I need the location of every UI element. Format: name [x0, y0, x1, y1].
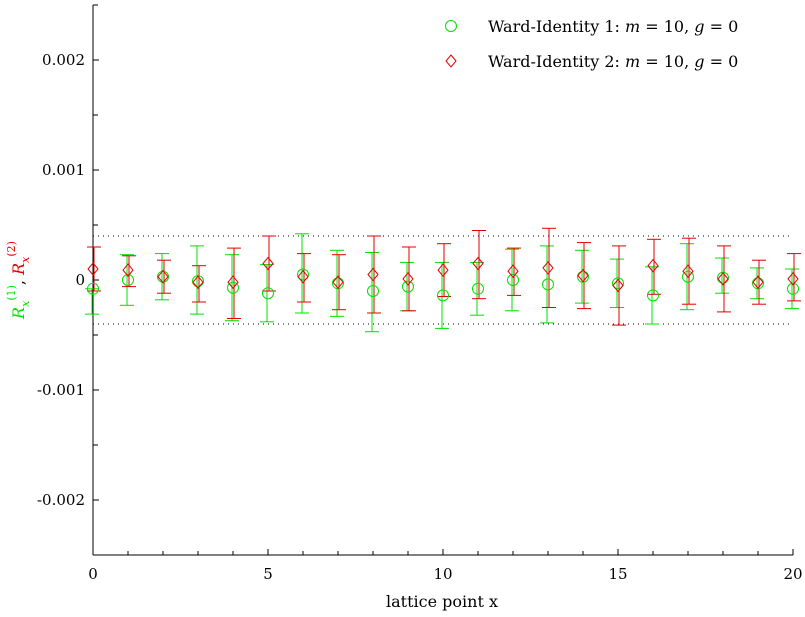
data-point-diamond: [122, 263, 134, 277]
data-point-diamond: [437, 263, 449, 277]
y-tick-label: 0.001: [42, 161, 85, 179]
y-tick-label: 0.002: [42, 51, 85, 69]
data-point-circle: [542, 278, 554, 291]
legend-marker-ward-identity-1: [445, 20, 457, 32]
x-axis-label: lattice point x: [386, 592, 498, 611]
legend-label-ward-identity-1: Ward-Identity 1: m = 10, g = 0: [488, 17, 738, 36]
legend: Ward-Identity 1: m = 10, g = 0 Ward-Iden…: [445, 17, 738, 71]
x-tick-label: 20: [783, 565, 802, 583]
data-point-circle: [297, 268, 309, 281]
legend-marker-ward-identity-2: [445, 54, 457, 68]
x-tick-label: 5: [263, 565, 273, 583]
data-point-diamond: [752, 275, 764, 289]
data-point-diamond: [87, 262, 99, 276]
data-point-diamond: [192, 275, 204, 289]
y-tick-label: -0.001: [37, 381, 85, 399]
data-point-diamond: [367, 267, 379, 282]
data-point-diamond: [332, 275, 344, 289]
data-point-circle: [367, 285, 379, 297]
data-point-diamond: [682, 264, 694, 278]
y-axis-label: Rx(1), Rx(2): [5, 241, 32, 320]
data-point-circle: [87, 282, 99, 295]
plot-area: -0.002 -0.001 0 0.001 0.002 0 5 10 15 20: [37, 4, 803, 583]
data-point-circle: [647, 289, 659, 302]
data-point-diamond: [647, 258, 659, 273]
data-point-diamond: [577, 268, 589, 283]
x-tick-label: 10: [433, 565, 452, 583]
data-point-diamond: [472, 256, 484, 271]
data-point-circle: [122, 274, 134, 286]
x-tick-label: 15: [608, 565, 627, 583]
data-point-diamond: [227, 275, 239, 289]
data-point-circle: [227, 281, 239, 294]
x-tick-label: 0: [88, 565, 98, 583]
data-point-diamond: [542, 261, 554, 275]
data-point-circle: [437, 289, 449, 302]
data-point-diamond: [787, 272, 799, 286]
data-point-circle: [787, 282, 799, 295]
data-point-circle: [682, 270, 694, 283]
data-point-circle: [262, 287, 274, 300]
legend-label-ward-identity-2: Ward-Identity 2: m = 10, g = 0: [488, 52, 738, 71]
data-point-diamond: [612, 278, 624, 293]
data-point-diamond: [402, 272, 414, 286]
data-point-circle: [507, 274, 519, 286]
data-point-diamond: [262, 256, 274, 271]
y-tick-label: -0.002: [37, 491, 85, 509]
data-point-diamond: [507, 264, 519, 278]
data-point-circle: [402, 280, 414, 293]
data-point-diamond: [717, 272, 729, 286]
data-point-circle: [612, 277, 624, 290]
y-tick-label: 0: [75, 271, 85, 289]
data-point-circle: [472, 282, 484, 295]
data-point-circle: [157, 270, 169, 283]
data-point-diamond: [297, 269, 309, 284]
data-point-diamond: [157, 269, 169, 284]
